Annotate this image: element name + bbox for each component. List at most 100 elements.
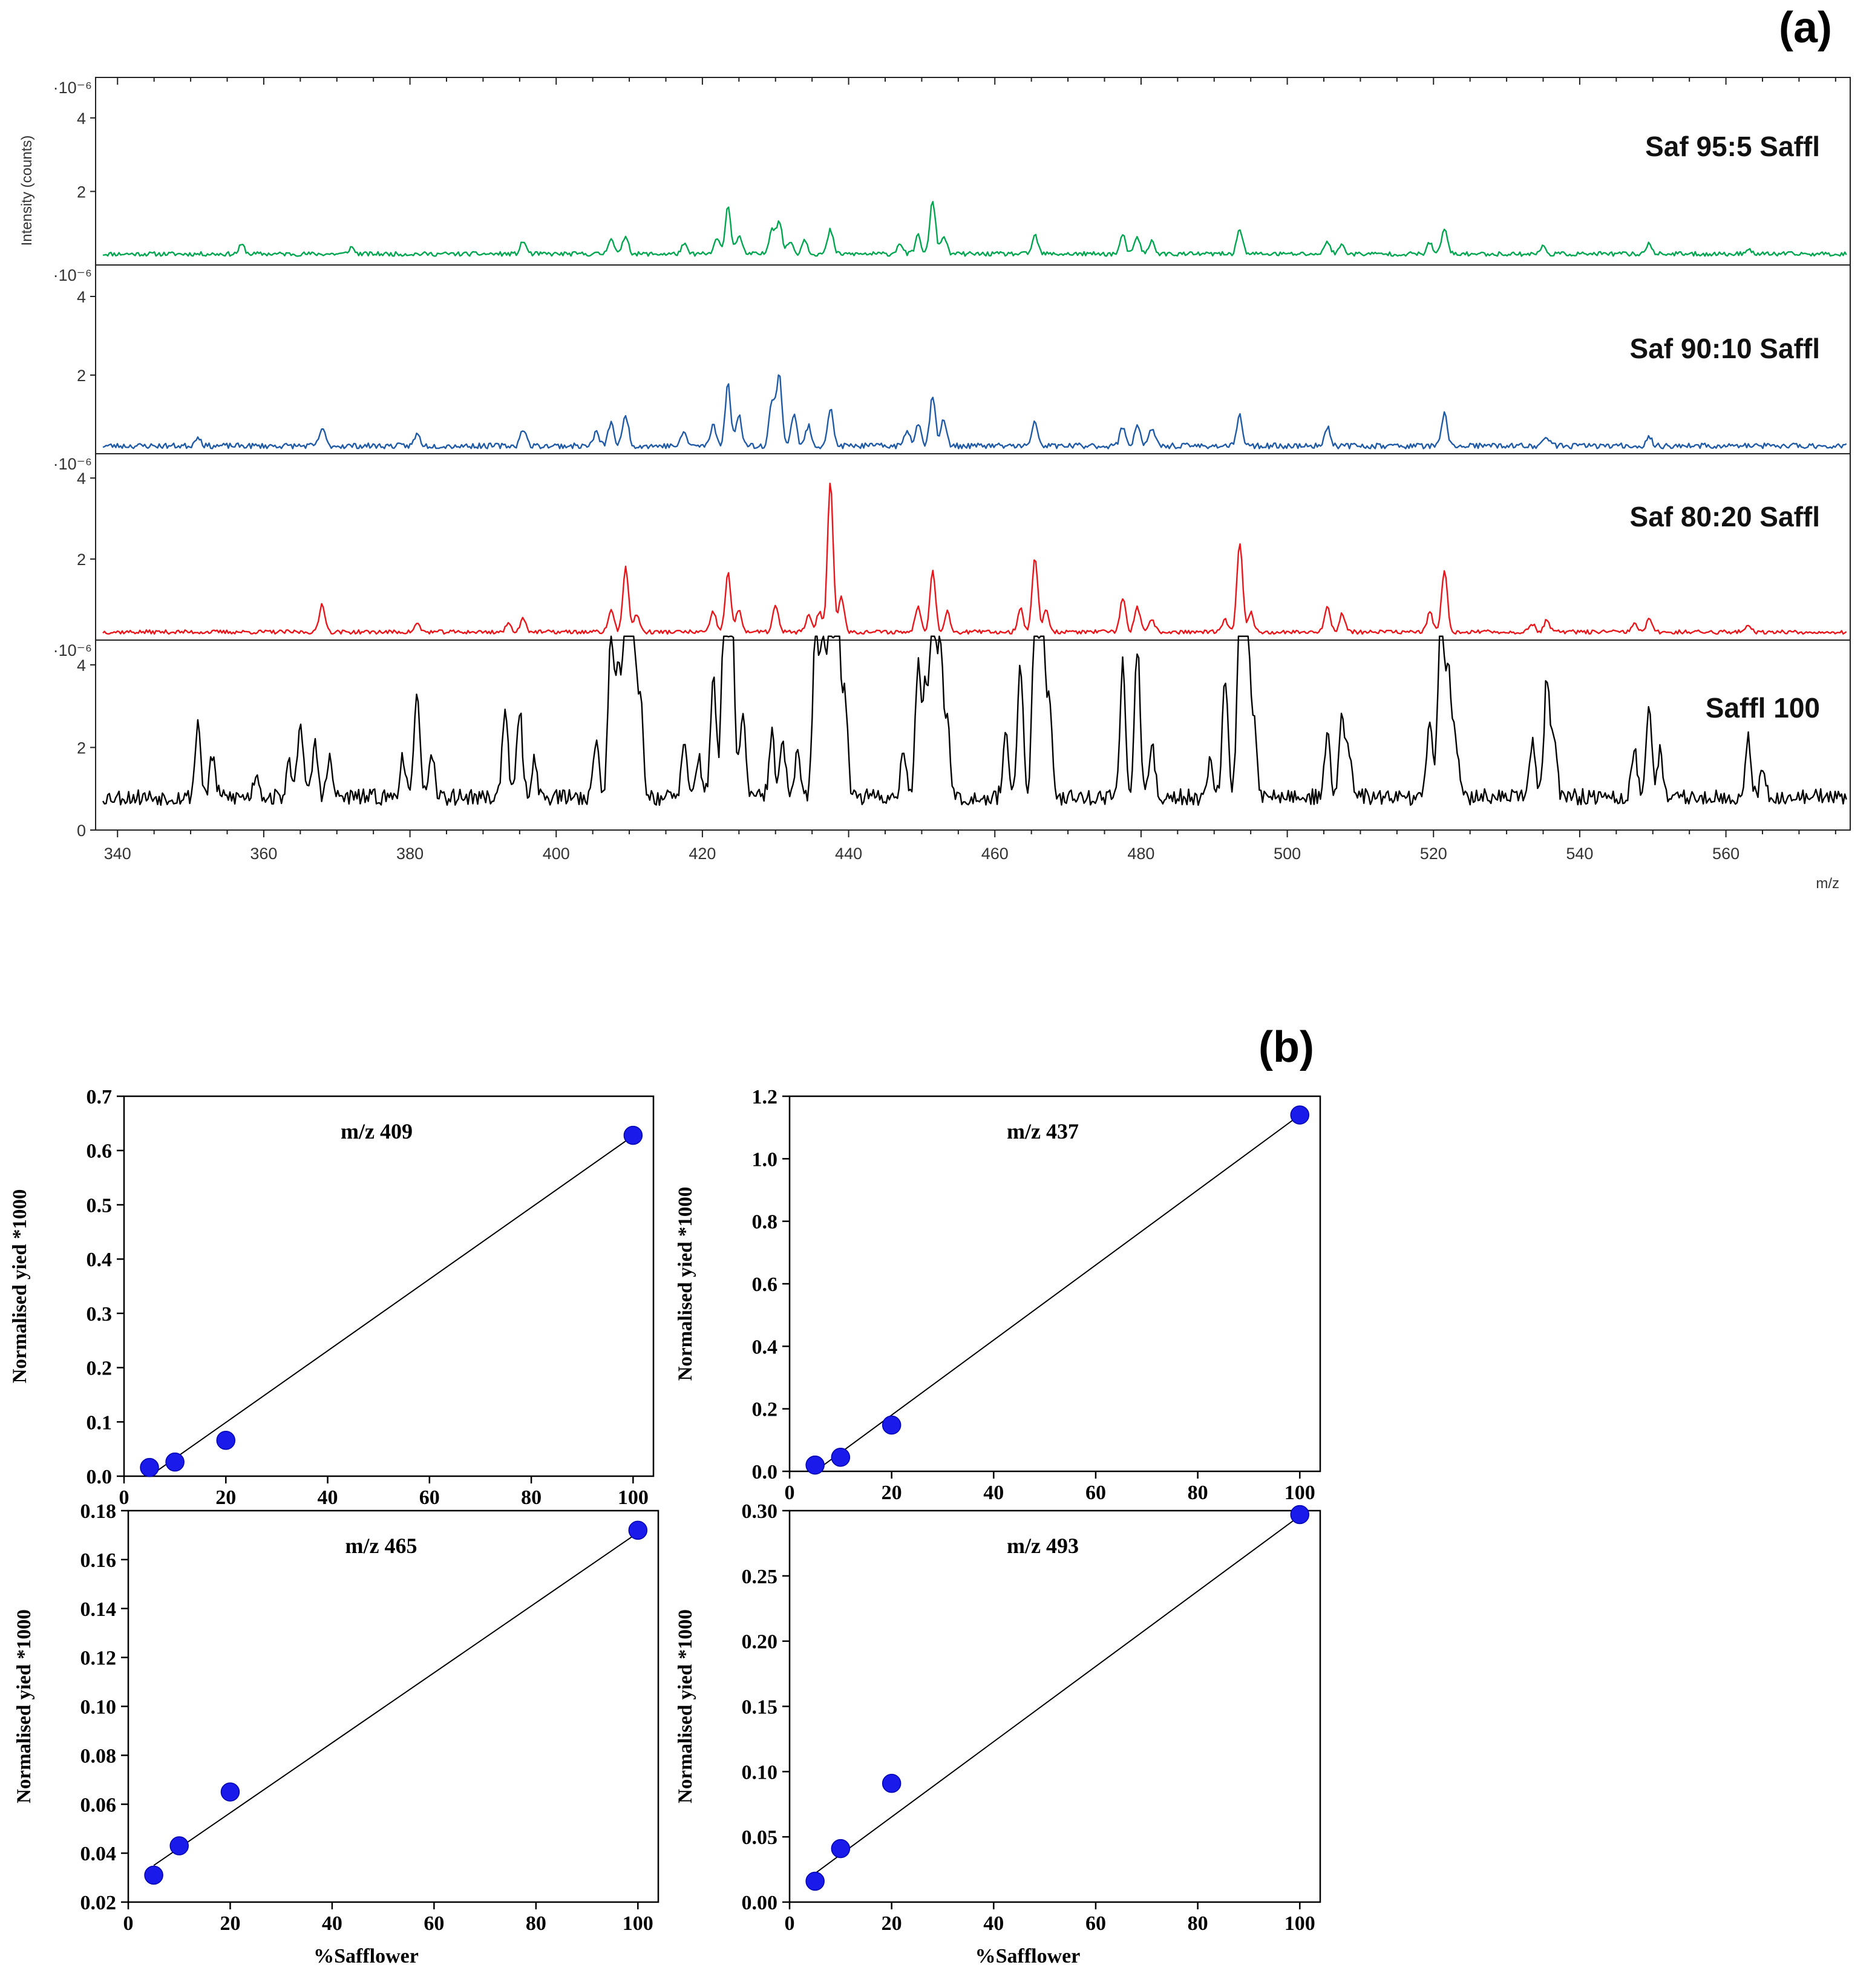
x-tick-label: 540	[1566, 845, 1593, 863]
y-tick-label: 0.1	[87, 1411, 113, 1434]
calibration-plot: 0.00 0.05 0.10 0.15 0.20 0.25 0.30 0 20 40 60 80 100…	[675, 1500, 1321, 1967]
y-tick-label: 0.10	[742, 1761, 778, 1784]
y-tick-label: 0.12	[80, 1647, 117, 1670]
y-tick-label: 0.02	[80, 1892, 117, 1914]
exponent-label: ·10⁻⁶	[53, 79, 92, 97]
data-point	[169, 1836, 189, 1856]
y-axis-title: Intensity (counts)	[19, 136, 35, 246]
data-point	[1290, 1505, 1310, 1525]
plot-title: m/z 465	[345, 1534, 417, 1558]
x-tick-label: 560	[1712, 845, 1739, 863]
spectrum-line	[102, 635, 1847, 806]
y-tick-label: 0.15	[742, 1696, 778, 1719]
x-tick-label: 480	[1127, 845, 1154, 863]
x-tick-label: 20	[882, 1482, 902, 1504]
plot-title: m/z 409	[341, 1119, 413, 1143]
data-point	[628, 1520, 648, 1540]
y-tick-label: 0.4	[752, 1336, 778, 1358]
data-point	[805, 1455, 825, 1475]
calibration-plot: 0.0 0.1 0.2 0.3 0.4 0.5 0.6 0.7 0 20 40 60 80 100 m/z …	[9, 1086, 655, 1509]
y-tick-label: 0.06	[80, 1794, 117, 1816]
y-tick-label: 2	[77, 367, 86, 385]
data-point	[831, 1839, 851, 1859]
y-tick-label: 0.04	[80, 1843, 117, 1865]
y-tick-label: 0.2	[752, 1399, 778, 1421]
fit-line	[814, 1114, 1300, 1472]
x-tick-label: 60	[1085, 1912, 1106, 1935]
x-tick-label: 80	[1188, 1912, 1208, 1935]
y-tick-label: 2	[77, 183, 86, 201]
x-tick-label: 60	[424, 1912, 444, 1935]
fit-line	[153, 1532, 638, 1866]
x-tick-label: 420	[689, 845, 716, 863]
y-tick-label: 0.08	[80, 1745, 117, 1767]
y-tick-label: 1.2	[752, 1086, 778, 1108]
x-tick-label: 460	[981, 845, 1009, 863]
plot-frame	[127, 1509, 659, 1903]
y-tick-label: 4	[77, 469, 86, 488]
x-tick-label: 100	[618, 1486, 649, 1509]
exponent-label: ·10⁻⁶	[53, 641, 92, 659]
x-tick-label: 80	[526, 1912, 546, 1935]
y-tick-label: 0.0	[87, 1466, 113, 1488]
y-tick-label: 0.14	[80, 1598, 117, 1621]
y-tick-label: 0.00	[742, 1892, 778, 1914]
y-axis-title: Normalised yied *1000	[13, 1609, 35, 1803]
plot-frame	[123, 1095, 655, 1477]
spectrum-line	[102, 201, 1847, 257]
calibration-plot: 0.02 0.04 0.06 0.08 0.10 0.12 0.14 0.16 0.18 0 20 4…	[13, 1500, 659, 1967]
x-tick-label: 40	[983, 1482, 1004, 1504]
data-point	[144, 1865, 163, 1885]
plot-title: m/z 437	[1007, 1119, 1079, 1143]
y-tick-label: 0.8	[752, 1211, 778, 1234]
x-tick-label: 60	[1085, 1482, 1106, 1504]
x-tick-label: 20	[215, 1486, 236, 1509]
y-axis-title: Normalised yied *1000	[675, 1609, 696, 1803]
data-point	[882, 1415, 902, 1435]
y-tick-label: 0.4	[87, 1249, 113, 1271]
plot-title: m/z 493	[1007, 1534, 1079, 1558]
data-point	[831, 1448, 851, 1467]
x-tick-label: 80	[1188, 1482, 1208, 1504]
y-tick-label: 0	[77, 822, 86, 840]
spectrum-label: Saffl 100	[1706, 692, 1820, 724]
spectrum-line	[102, 374, 1847, 450]
x-axis-title: m/z	[1816, 875, 1839, 892]
y-tick-label: 4	[77, 110, 86, 128]
y-tick-label: 0.6	[752, 1274, 778, 1296]
x-tick-label: 0	[123, 1912, 134, 1935]
data-point	[1290, 1105, 1310, 1125]
y-tick-label: 0.2	[87, 1358, 113, 1380]
data-point	[220, 1782, 240, 1802]
exponent-label: ·10⁻⁶	[53, 266, 92, 284]
x-tick-label: 0	[119, 1486, 129, 1509]
fit-line	[149, 1135, 633, 1477]
y-tick-label: 0.3	[87, 1303, 113, 1326]
data-point	[216, 1431, 236, 1450]
x-tick-label: 80	[521, 1486, 542, 1509]
x-tick-label: 340	[104, 845, 131, 863]
y-axis-title: Normalised yied *1000	[9, 1189, 31, 1384]
x-tick-label: 20	[220, 1912, 240, 1935]
y-tick-label: 4	[77, 656, 86, 675]
spectrum-label: Saf 95:5 Saffl	[1645, 131, 1820, 162]
x-tick-label: 40	[983, 1912, 1004, 1935]
panel-b-calibration-plots: 0.0 0.1 0.2 0.3 0.4 0.5 0.6 0.7 0 20 40 60 80 100 m/z …	[9, 1086, 1321, 1967]
data-point	[140, 1457, 159, 1477]
y-tick-label: 2	[77, 739, 86, 757]
y-tick-label: 0.30	[742, 1500, 778, 1523]
spectrum-label: Saf 80:20 Saffl	[1630, 501, 1820, 532]
fit-line	[814, 1515, 1300, 1874]
plot-frame	[788, 1509, 1321, 1903]
calibration-plot: 0.0 0.2 0.4 0.6 0.8 1.0 1.2 0 20 40 60 80 100 m/z 437…	[675, 1086, 1321, 1504]
y-axis-title: Normalised yied *1000	[675, 1187, 696, 1381]
panel-a-spectra: ·10⁻⁶ 2 4 Saf 95:5 Saffl ·10⁻⁶ 2 4 Saf 90:10 Sa…	[19, 77, 1851, 892]
y-tick-label: 0.7	[87, 1086, 113, 1108]
y-tick-label: 0.0	[752, 1461, 778, 1483]
x-tick-label: 60	[419, 1486, 440, 1509]
y-tick-label: 0.05	[742, 1826, 778, 1849]
x-tick-label: 360	[250, 845, 277, 863]
x-tick-label: 20	[882, 1912, 902, 1935]
plot-frame	[788, 1095, 1321, 1473]
x-tick-label: 0	[785, 1912, 795, 1935]
